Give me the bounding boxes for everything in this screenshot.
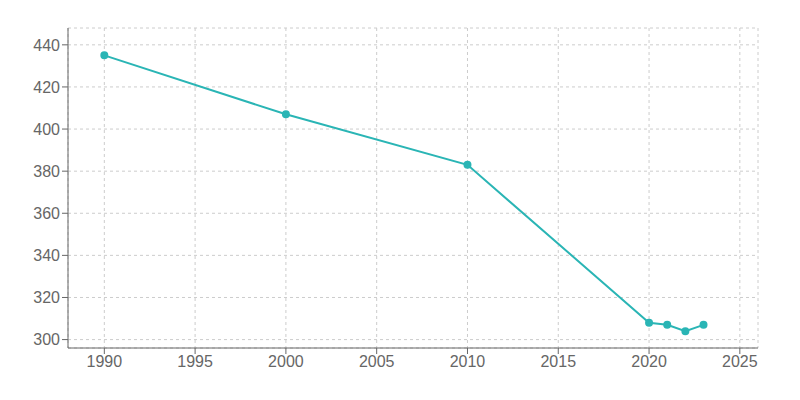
svg-text:2000: 2000 — [268, 353, 304, 370]
svg-text:320: 320 — [33, 289, 60, 306]
svg-text:360: 360 — [33, 205, 60, 222]
svg-text:440: 440 — [33, 37, 60, 54]
svg-text:2025: 2025 — [722, 353, 758, 370]
svg-text:1990: 1990 — [87, 353, 123, 370]
svg-text:2020: 2020 — [631, 353, 667, 370]
svg-text:420: 420 — [33, 79, 60, 96]
svg-text:1995: 1995 — [177, 353, 213, 370]
svg-text:400: 400 — [33, 121, 60, 138]
svg-text:2015: 2015 — [540, 353, 576, 370]
svg-text:2010: 2010 — [450, 353, 486, 370]
svg-text:380: 380 — [33, 163, 60, 180]
svg-text:340: 340 — [33, 247, 60, 264]
svg-text:2005: 2005 — [359, 353, 395, 370]
svg-text:300: 300 — [33, 331, 60, 348]
